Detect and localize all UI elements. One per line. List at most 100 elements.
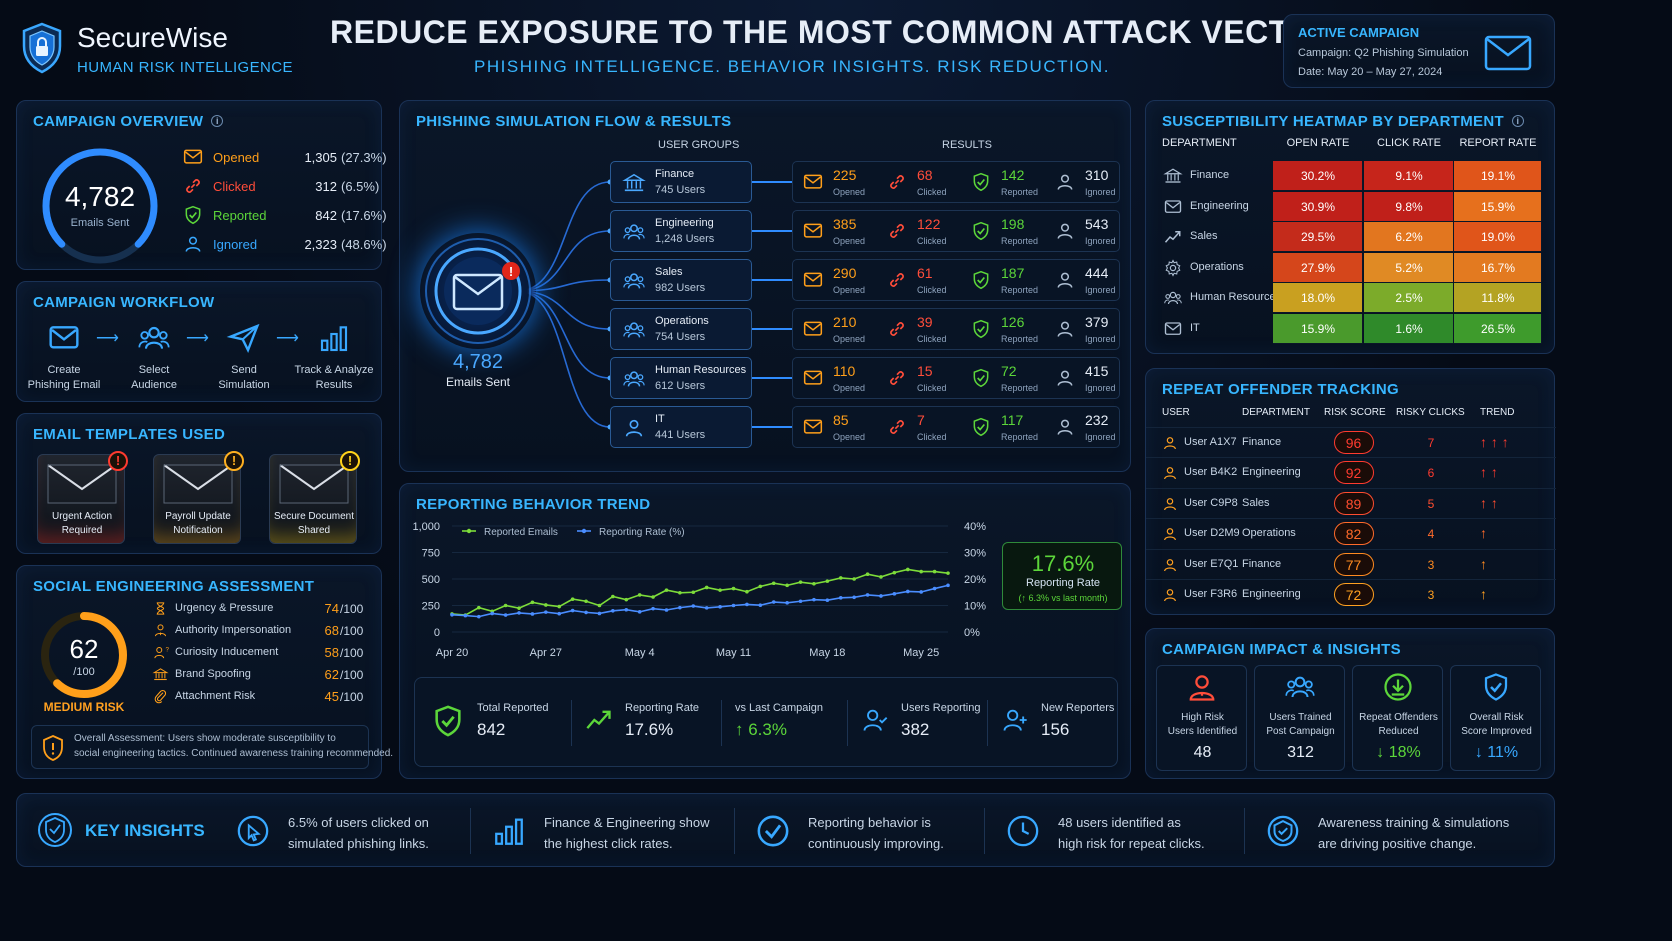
kpi-value: 17.6%: [1031, 551, 1095, 576]
result-opened-label: Opened: [833, 236, 866, 246]
offender-clicks: 3: [1427, 557, 1435, 572]
stat-value: 156: [1041, 720, 1070, 739]
series-point: [852, 577, 856, 581]
series-point: [946, 583, 950, 588]
risk-score-badge: 77: [1334, 552, 1374, 576]
offender-column-header: RISK SCORE: [1324, 407, 1386, 418]
impact-card[interactable]: High Risk Users Identified 48: [1156, 665, 1247, 771]
risk-score-value: 82: [1345, 526, 1362, 543]
factor-label: Curiosity Inducement: [175, 646, 279, 658]
result-row[interactable]: 110 Opened 15 Clicked 72 Reported 415 Ignored: [792, 357, 1120, 399]
series-point: [611, 594, 615, 599]
series-point: [557, 604, 562, 609]
impact-card[interactable]: Overall Risk Score Improved ↓ 11%: [1450, 665, 1541, 771]
series-point: [798, 580, 803, 584]
impact-label-2: Post Campaign: [1266, 726, 1335, 737]
overview-stat-reported[interactable]: Reported 842 (17.6%): [183, 205, 387, 227]
legend-label: Reporting Rate (%): [599, 527, 685, 538]
overview-stat-clicked[interactable]: Clicked 312 (6.5%): [183, 176, 379, 198]
heatmap-dept: IT: [1190, 321, 1200, 334]
workflow-step[interactable]: Select Audience: [108, 320, 200, 400]
heatmap-value: 15.9%: [1300, 321, 1336, 336]
result-row[interactable]: 225 Opened 68 Clicked 142 Reported 310 Ignored: [792, 161, 1120, 203]
factor-value: 45: [324, 689, 339, 704]
template-card[interactable]: ! Secure Document Shared: [269, 451, 360, 544]
impact-label-1: Overall Risk: [1469, 712, 1524, 723]
step-label-2: Phishing Email: [27, 379, 101, 391]
stat-label: Users Reporting: [901, 702, 981, 714]
impact-card[interactable]: Users Trained Post Campaign 312: [1254, 665, 1345, 771]
template-card[interactable]: ! Urgent Action Required: [37, 451, 128, 544]
heatmap-row[interactable]: Engineering 30.9% 9.8% 15.9%: [1146, 191, 1556, 222]
paper-plane-icon: [226, 322, 260, 359]
heatmap-cell: 9.1%: [1364, 161, 1454, 191]
heatmap-row[interactable]: Human Resources 18.0% 2.5% 11.8%: [1146, 283, 1556, 313]
offender-row[interactable]: User E7Q1 Finance 77 3 ↑: [1146, 548, 1556, 579]
info-icon[interactable]: i: [211, 115, 224, 127]
insight-line-1: Finance & Engineering show: [544, 815, 710, 830]
group-card[interactable]: Finance 745 Users: [610, 161, 752, 203]
impact-card[interactable]: Repeat Offenders Reduced ↓ 18%: [1352, 665, 1443, 771]
heatmap-row[interactable]: Finance 30.2% 9.1% 19.1%: [1146, 161, 1556, 191]
active-campaign-card[interactable]: ACTIVE CAMPAIGN Campaign: Q2 Phishing Si…: [1283, 14, 1555, 88]
result-opened-value: 210: [833, 314, 857, 330]
envelope-icon: [1484, 35, 1532, 76]
email-hub[interactable]: !: [420, 233, 536, 349]
stat-label: Clicked: [213, 179, 256, 194]
group-card[interactable]: Engineering 1,248 Users: [610, 210, 752, 252]
result-row[interactable]: 85 Opened 7 Clicked 117 Reported 232 Ignored: [792, 406, 1120, 448]
template-list: ! Urgent Action Required ! Payroll Update Not…: [17, 451, 383, 550]
info-icon[interactable]: i: [1511, 115, 1524, 127]
user-check-icon: [861, 706, 889, 739]
stat-label: Ignored: [213, 237, 258, 252]
check-shield-icon: [971, 417, 991, 442]
check-shield-icon: [971, 319, 991, 344]
hourglass-icon: [153, 601, 168, 621]
result-clicked-label: Clicked: [917, 285, 947, 295]
heatmap-row[interactable]: Sales 29.5% 6.2% 19.0%: [1146, 222, 1556, 252]
heatmap-column-header: DEPARTMENT: [1162, 137, 1237, 149]
emails-sent-value: 4,782: [64, 181, 136, 212]
result-opened-value: 385: [833, 216, 857, 232]
series-point: [584, 610, 588, 615]
factor-label: Brand Spoofing: [175, 668, 251, 680]
envelope-icon: [46, 459, 118, 510]
series-point: [624, 607, 629, 612]
trend-arrows: ↑ ↑: [1480, 464, 1498, 481]
offender-row[interactable]: User C9P8 Sales 89 5 ↑ ↑: [1146, 487, 1556, 518]
group-card[interactable]: Human Resources 612 Users: [610, 357, 752, 399]
impact-label-1: Repeat Offenders: [1359, 712, 1438, 723]
assessment-factor: Authority Impersonation 68/100: [153, 622, 373, 642]
offender-row[interactable]: User A1X7 Finance 96 7 ↑ ↑ ↑: [1146, 427, 1556, 457]
offender-row[interactable]: User F3R6 Engineering 72 3 ↑: [1146, 579, 1556, 609]
group-card[interactable]: IT 441 Users: [610, 406, 752, 448]
kpi-sub: (↑ 6.3% vs last month): [1018, 593, 1108, 603]
stat-value: 842: [315, 208, 337, 223]
heatmap-cell: 15.9%: [1273, 313, 1363, 344]
user-icon: [1162, 465, 1178, 486]
result-row[interactable]: 210 Opened 39 Clicked 126 Reported 379 Ignored: [792, 308, 1120, 350]
assessment-factor: Brand Spoofing 62/100: [152, 666, 373, 686]
stat-value: 17.6%: [625, 720, 674, 739]
overview-stat-opened[interactable]: Opened 1,305 (27.3%): [183, 147, 387, 169]
factor-value: 62: [324, 667, 339, 682]
group-card[interactable]: Operations 754 Users: [610, 308, 752, 350]
workflow-step[interactable]: Send Simulation: [198, 320, 290, 400]
heatmap-row[interactable]: IT 15.9% 1.6% 26.5%: [1146, 313, 1556, 344]
workflow-step[interactable]: Track & Analyze Results: [288, 320, 380, 400]
overview-stat-ignored[interactable]: Ignored 2,323 (48.6%): [183, 234, 387, 256]
template-card[interactable]: ! Payroll Update Notification: [153, 451, 244, 544]
group-card[interactable]: Sales 982 Users: [610, 259, 752, 301]
panel-title: PHISHING SIMULATION FLOW & RESULTS: [416, 113, 732, 130]
trend-chart: 0 250 500 750 1,000 0% 10% 20% 30% 40% Apr 20 Apr 2…: [412, 521, 986, 659]
trend-stat: Reporting Rate 17.6%: [585, 678, 725, 768]
offender-row[interactable]: User D2M9 Operations 82 4 ↑: [1146, 518, 1556, 548]
result-opened-value: 290: [833, 265, 857, 281]
heatmap-row[interactable]: Operations 27.9% 5.2% 16.7%: [1146, 252, 1556, 283]
stat-value: 312: [315, 179, 337, 194]
workflow-step[interactable]: Create Phishing Email: [18, 320, 110, 400]
result-row[interactable]: 385 Opened 122 Clicked 198 Reported 543 Ignored: [792, 210, 1120, 252]
offender-row[interactable]: User B4K2 Engineering 92 6 ↑ ↑: [1146, 457, 1556, 487]
offender-dept: Engineering: [1242, 588, 1301, 600]
result-row[interactable]: 290 Opened 61 Clicked 187 Reported 444 Ignored: [792, 259, 1120, 301]
